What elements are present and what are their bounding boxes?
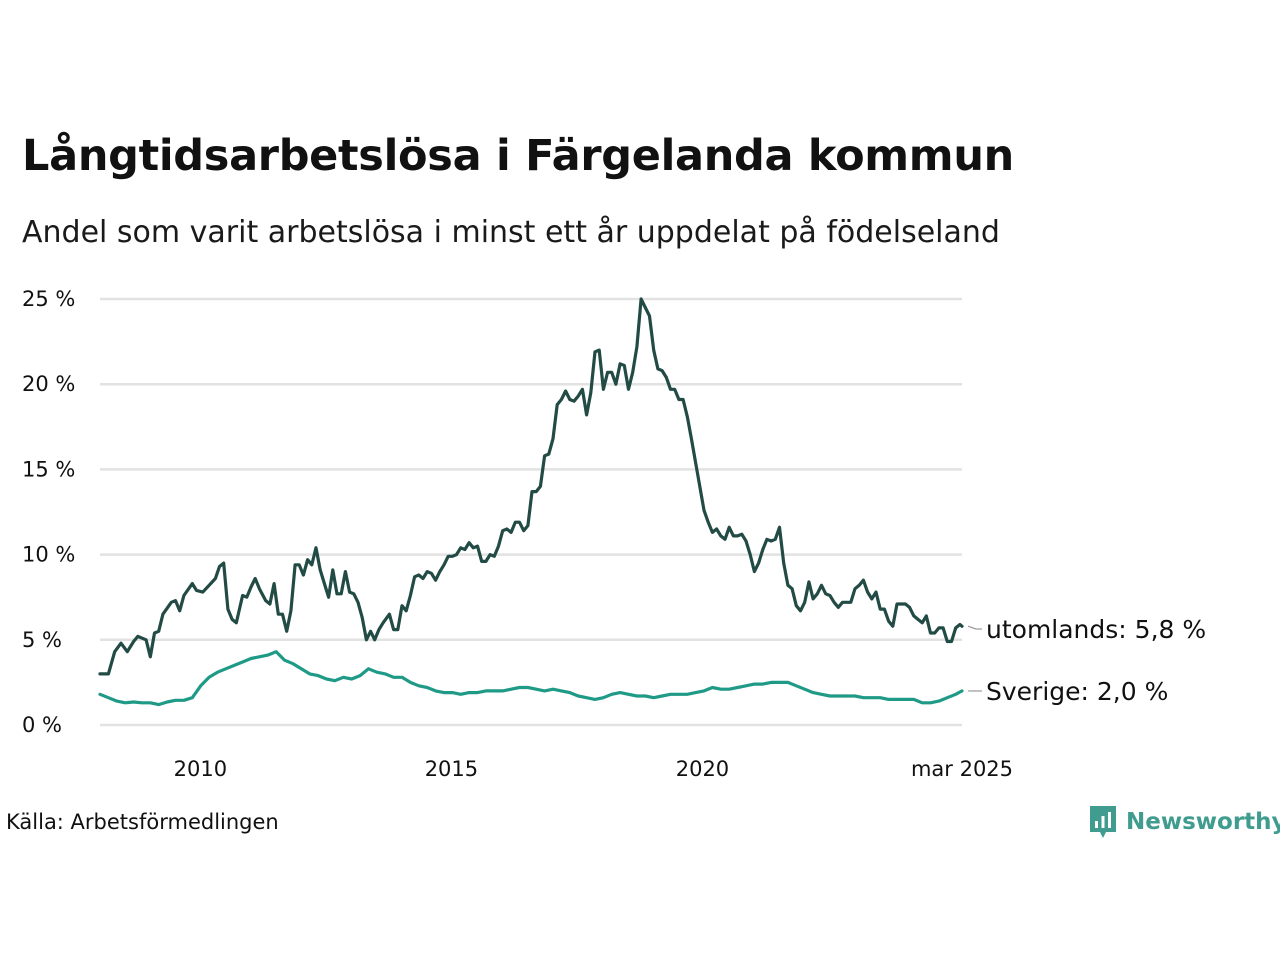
newsworthy-icon <box>1090 806 1116 838</box>
y-tick-label: 20 % <box>22 372 75 396</box>
end-label-utomlands: utomlands: 5,8 % <box>986 615 1206 644</box>
y-tick-label: 25 % <box>22 287 75 311</box>
chart-title: Långtidsarbetslösa i Färgelanda kommun <box>22 131 1014 181</box>
y-tick-label: 10 % <box>22 543 75 567</box>
end-label-sverige: Sverige: 2,0 % <box>986 677 1168 706</box>
x-tick-label: 2020 <box>676 757 729 781</box>
end-label-connector <box>967 625 977 630</box>
x-tick-label: 2015 <box>425 757 478 781</box>
source-note: Källa: Arbetsförmedlingen <box>6 810 279 834</box>
y-tick-label: 5 % <box>22 628 62 652</box>
series-line-utomlands <box>98 297 964 676</box>
y-tick-label: 15 % <box>22 457 75 481</box>
brand-logo: Newsworthy <box>1088 804 1280 840</box>
brand-name: Newsworthy <box>1126 809 1280 835</box>
chart-subtitle: Andel som varit arbetslösa i minst ett å… <box>22 215 1000 250</box>
x-tick-label: 2010 <box>174 757 227 781</box>
series-line-sverige <box>98 650 964 707</box>
x-tick-label: mar 2025 <box>911 757 1013 781</box>
y-tick-label: 0 % <box>22 713 62 737</box>
